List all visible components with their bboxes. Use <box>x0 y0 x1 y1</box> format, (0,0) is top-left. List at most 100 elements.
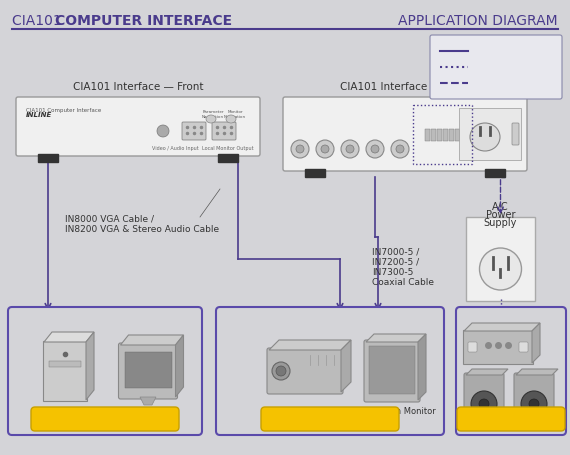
Bar <box>431 130 436 142</box>
Bar <box>38 155 58 162</box>
Text: CIA101: CIA101 <box>12 14 66 28</box>
Ellipse shape <box>396 146 404 154</box>
Polygon shape <box>366 334 426 342</box>
FancyBboxPatch shape <box>124 352 172 388</box>
FancyBboxPatch shape <box>364 340 420 402</box>
Text: IN8200 VGA & Stereo Audio Cable: IN8200 VGA & Stereo Audio Cable <box>65 224 219 233</box>
Polygon shape <box>516 369 558 375</box>
Text: IN7300-5: IN7300-5 <box>372 268 413 276</box>
Text: OUTPUT DEVICES: OUTPUT DEVICES <box>283 415 377 425</box>
FancyBboxPatch shape <box>119 343 177 399</box>
FancyBboxPatch shape <box>459 109 521 161</box>
Bar <box>443 130 448 142</box>
Ellipse shape <box>321 146 329 154</box>
Ellipse shape <box>470 124 500 152</box>
FancyBboxPatch shape <box>182 123 206 141</box>
Ellipse shape <box>471 391 497 417</box>
Text: Presentation Monitor: Presentation Monitor <box>348 406 436 415</box>
FancyBboxPatch shape <box>466 217 535 301</box>
Text: Parameter
Navigation: Parameter Navigation <box>202 110 224 118</box>
Ellipse shape <box>316 141 334 159</box>
FancyBboxPatch shape <box>456 307 566 435</box>
Polygon shape <box>418 334 426 400</box>
Ellipse shape <box>366 141 384 159</box>
Bar <box>305 170 325 177</box>
Text: Local Monitor: Local Monitor <box>120 406 176 415</box>
Text: = Audio: = Audio <box>472 63 508 72</box>
Ellipse shape <box>521 391 547 417</box>
FancyBboxPatch shape <box>464 373 504 425</box>
Bar <box>455 130 460 142</box>
Text: Data Projector: Data Projector <box>275 406 335 415</box>
FancyBboxPatch shape <box>16 98 260 157</box>
Polygon shape <box>86 332 94 400</box>
Ellipse shape <box>479 248 522 290</box>
Polygon shape <box>341 340 351 392</box>
Ellipse shape <box>206 116 216 124</box>
FancyBboxPatch shape <box>283 98 527 172</box>
FancyBboxPatch shape <box>369 346 415 394</box>
Ellipse shape <box>341 141 359 159</box>
Ellipse shape <box>276 366 286 376</box>
Ellipse shape <box>296 146 304 154</box>
Polygon shape <box>140 397 156 405</box>
Text: Coaxial Cable: Coaxial Cable <box>372 278 434 286</box>
FancyBboxPatch shape <box>468 342 477 352</box>
Text: Supply: Supply <box>484 217 517 228</box>
Ellipse shape <box>371 146 379 154</box>
Text: INLINE: INLINE <box>26 112 52 118</box>
Text: CIA101 Computer Interface: CIA101 Computer Interface <box>26 108 101 113</box>
Bar <box>425 130 430 142</box>
Text: PC: PC <box>59 406 71 415</box>
Bar <box>437 130 442 142</box>
FancyBboxPatch shape <box>457 407 565 431</box>
Text: SOURCE COMPUTER: SOURCE COMPUTER <box>51 415 160 425</box>
Ellipse shape <box>226 116 236 124</box>
Ellipse shape <box>157 126 169 138</box>
Bar <box>485 170 505 177</box>
FancyBboxPatch shape <box>514 373 554 425</box>
Polygon shape <box>44 332 94 342</box>
Ellipse shape <box>291 141 309 159</box>
Bar <box>49 361 81 367</box>
FancyBboxPatch shape <box>31 407 179 431</box>
Text: SOUND SYSTEM: SOUND SYSTEM <box>467 415 555 425</box>
FancyBboxPatch shape <box>43 341 87 401</box>
Ellipse shape <box>391 141 409 159</box>
Ellipse shape <box>272 362 290 380</box>
Text: COMPUTER INTERFACE: COMPUTER INTERFACE <box>55 14 232 28</box>
FancyBboxPatch shape <box>512 124 519 146</box>
Text: IN7200-5 /: IN7200-5 / <box>372 258 419 267</box>
Text: A/C: A/C <box>492 202 509 212</box>
Text: = Power: = Power <box>472 79 510 88</box>
FancyBboxPatch shape <box>430 36 562 100</box>
Text: = Video: = Video <box>472 47 508 56</box>
FancyBboxPatch shape <box>463 330 533 364</box>
Ellipse shape <box>479 399 489 409</box>
Polygon shape <box>120 335 184 345</box>
Text: Video / Audio Input: Video / Audio Input <box>152 146 198 151</box>
Polygon shape <box>466 369 508 375</box>
FancyBboxPatch shape <box>8 307 202 435</box>
FancyBboxPatch shape <box>216 307 444 435</box>
Text: Power: Power <box>486 210 515 219</box>
Bar <box>449 130 454 142</box>
FancyBboxPatch shape <box>261 407 399 431</box>
Polygon shape <box>532 324 540 363</box>
Text: Local Monitor Output: Local Monitor Output <box>202 146 254 151</box>
Polygon shape <box>176 335 184 397</box>
Ellipse shape <box>529 399 539 409</box>
Bar <box>218 155 238 162</box>
Text: IN7000-5 /: IN7000-5 / <box>372 248 420 257</box>
Polygon shape <box>269 340 351 350</box>
FancyBboxPatch shape <box>519 342 528 352</box>
Text: CIA101 Interface — Back: CIA101 Interface — Back <box>340 82 470 92</box>
Text: IN8000 VGA Cable /: IN8000 VGA Cable / <box>65 214 154 223</box>
Text: Monitor
Navigation: Monitor Navigation <box>224 110 246 118</box>
FancyBboxPatch shape <box>267 348 343 394</box>
Ellipse shape <box>346 146 354 154</box>
Polygon shape <box>464 324 540 331</box>
Text: CIA101 Interface — Front: CIA101 Interface — Front <box>73 82 203 92</box>
Text: APPLICATION DIAGRAM: APPLICATION DIAGRAM <box>398 14 558 28</box>
FancyBboxPatch shape <box>212 123 236 141</box>
